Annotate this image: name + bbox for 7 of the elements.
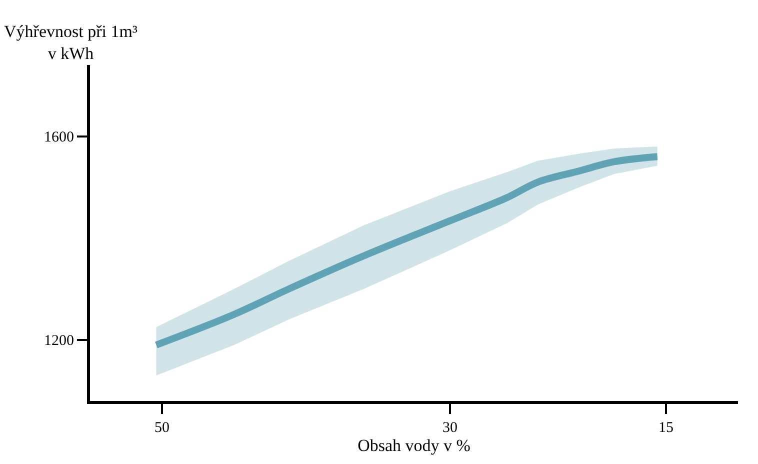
y-tick-label: 1200	[44, 333, 74, 350]
x-tick-label: 30	[442, 420, 458, 436]
y-tick-label: 1600	[44, 130, 74, 146]
y-axis-title: Výhřevnost při 1m³ v kWh	[4, 22, 138, 64]
x-tick-label: 50	[154, 420, 170, 436]
x-axis-title: Obsah vody v %	[358, 436, 470, 455]
x-tick-label: 15	[658, 420, 674, 436]
